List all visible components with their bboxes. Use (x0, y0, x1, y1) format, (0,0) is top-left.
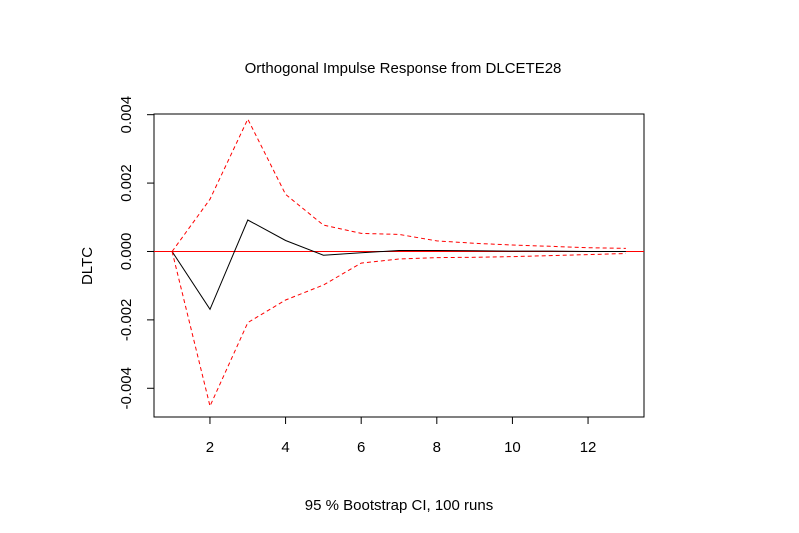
y-tick-label: 0.004 (118, 96, 135, 134)
x-tick-label: 2 (206, 439, 214, 456)
lower-ci-line (171, 251, 626, 408)
x-tick-label: 12 (580, 439, 597, 456)
plot-frame (153, 113, 645, 418)
y-axis-label: DLTC (79, 247, 96, 285)
response-line (171, 219, 626, 311)
chart-title: Orthogonal Impulse Response from DLCETE2… (245, 60, 562, 77)
x-tick-label: 10 (504, 439, 521, 456)
y-tick-label: 0.002 (118, 164, 135, 202)
y-tick-label: -0.002 (118, 299, 135, 342)
x-axis: 2 4 6 8 10 12 (206, 416, 597, 456)
y-axis: -0.004 -0.002 0.000 0.002 0.004 (118, 96, 155, 410)
y-tick-label: -0.004 (118, 367, 135, 410)
x-tick-label: 8 (433, 439, 441, 456)
x-tick-label: 6 (357, 439, 365, 456)
x-tick-label: 4 (281, 439, 289, 456)
series-layer (154, 117, 644, 408)
y-tick-label: 0.000 (118, 233, 135, 271)
upper-ci-line (171, 117, 626, 252)
x-axis-label: 95 % Bootstrap CI, 100 runs (305, 497, 493, 514)
